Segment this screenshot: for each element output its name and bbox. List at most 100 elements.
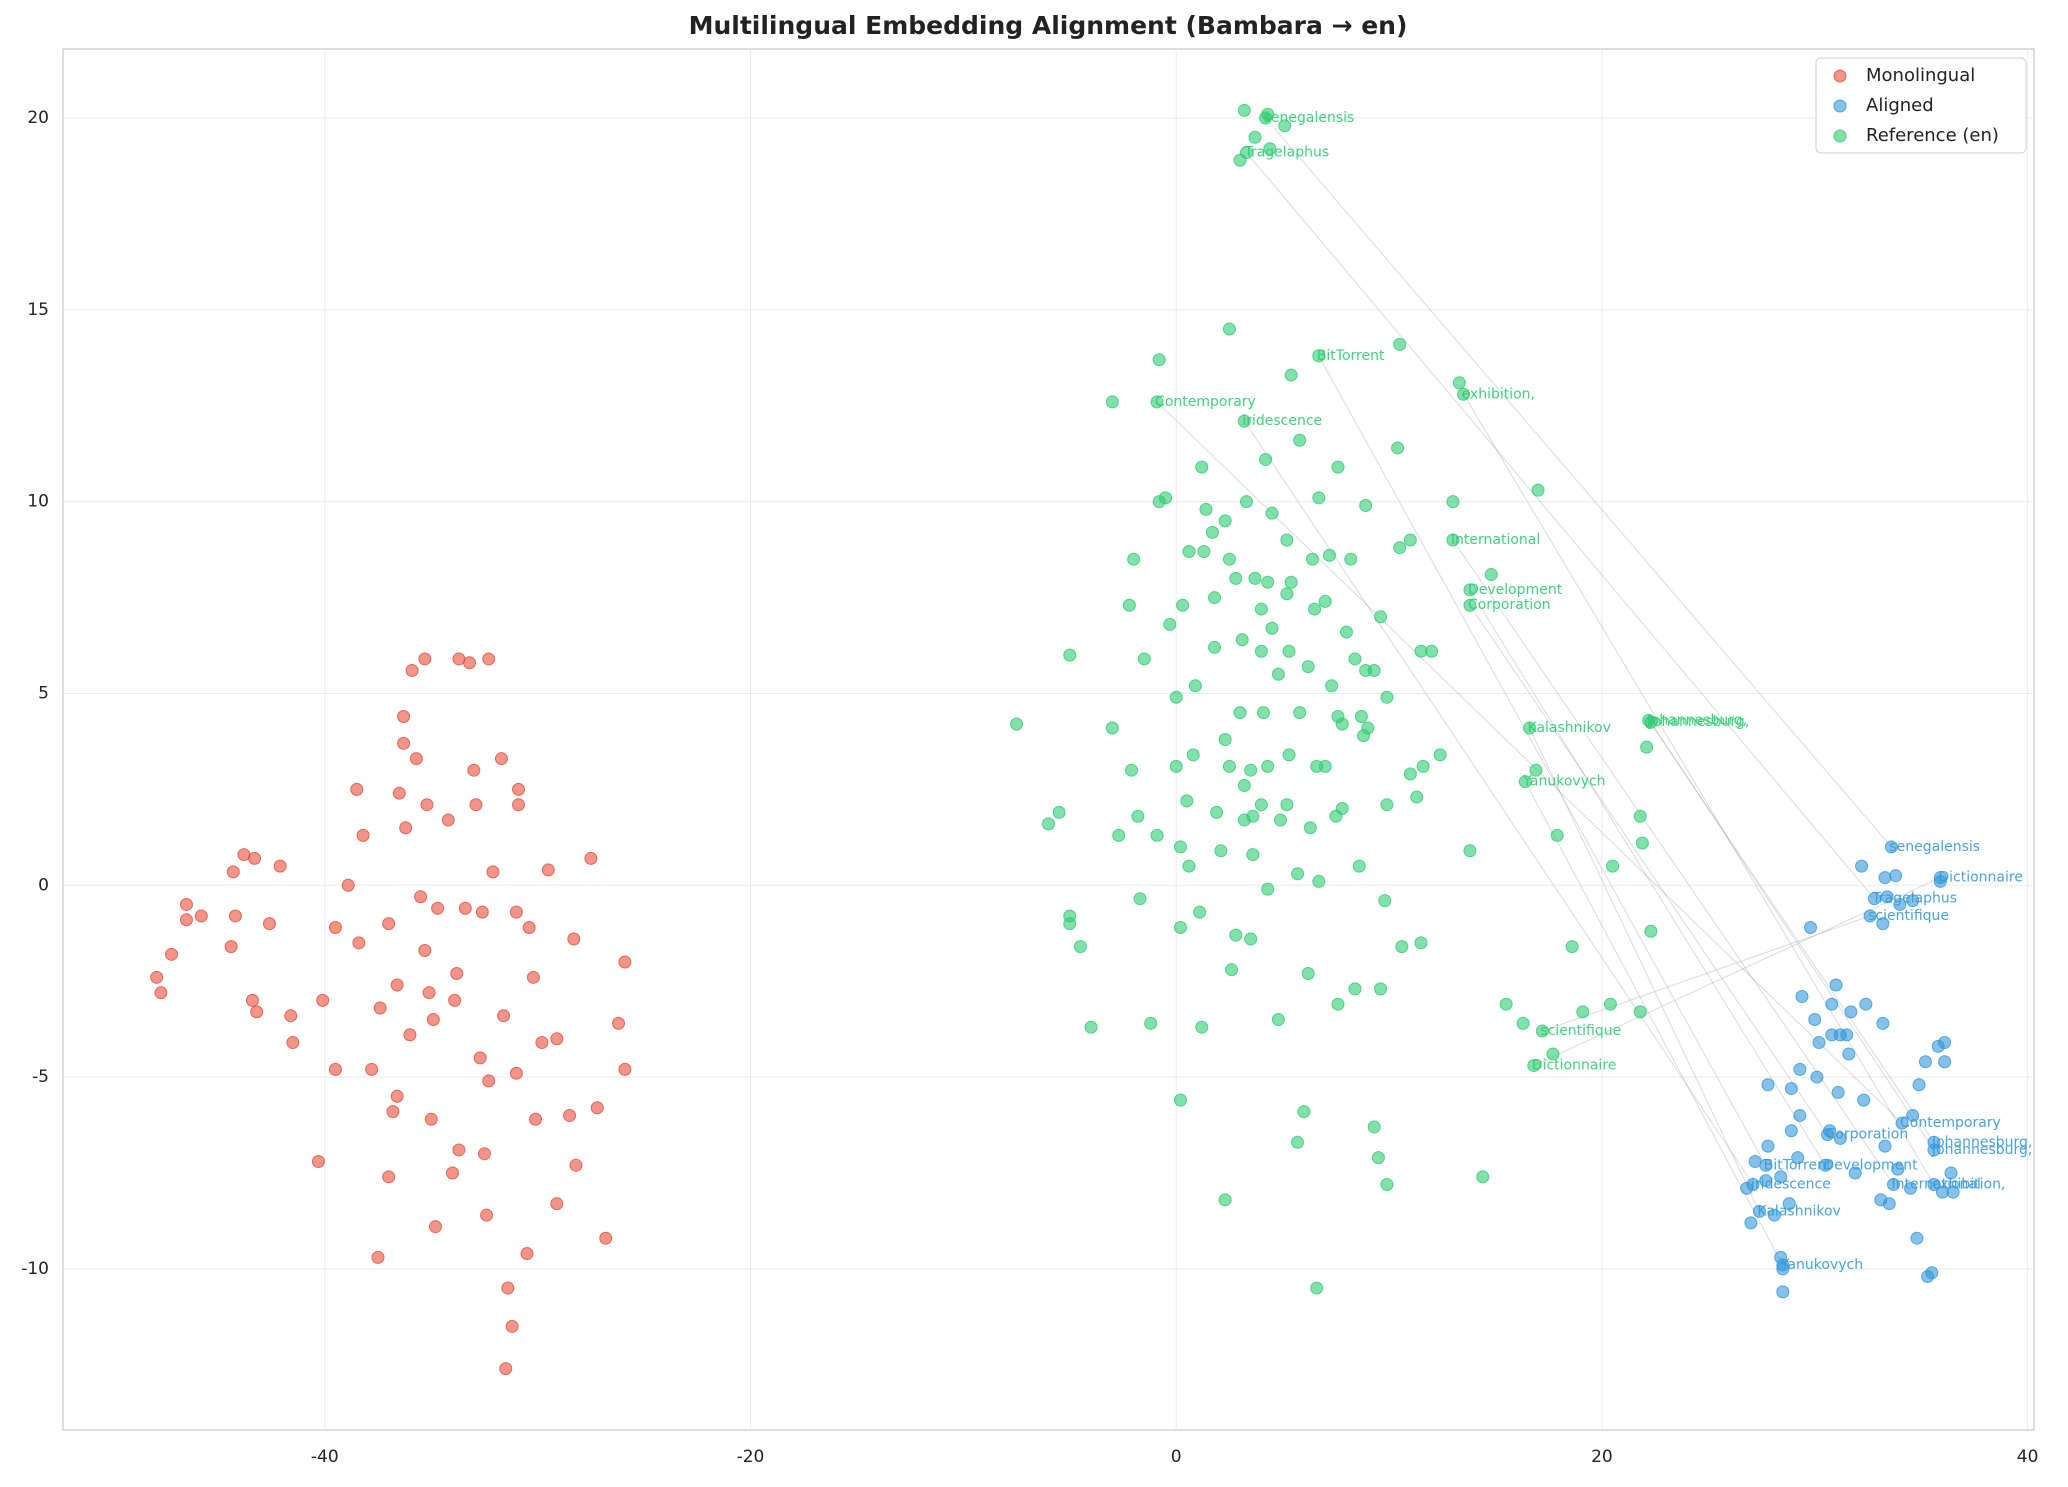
scatter-point — [1531, 483, 1545, 497]
scatter-point — [1761, 1078, 1775, 1092]
scatter-point — [1261, 575, 1275, 589]
reference-point — [1150, 395, 1164, 409]
scatter-point — [477, 1147, 491, 1161]
reference-point — [1644, 715, 1658, 729]
scatter-point — [1237, 103, 1251, 117]
scatter-point — [1229, 928, 1243, 942]
scatter-point — [1912, 1078, 1926, 1092]
scatter-point — [1265, 506, 1279, 520]
aligned-point — [1759, 1158, 1773, 1172]
scatter-point — [1891, 1162, 1905, 1176]
scatter-point — [1603, 997, 1617, 1011]
scatter-point — [1010, 717, 1024, 731]
scatter-point — [458, 901, 472, 915]
scatter-point — [1318, 759, 1332, 773]
alignment-line — [1243, 420, 1754, 1185]
reference-annotation: Johannesburg, — [1648, 714, 1749, 730]
scatter-point — [341, 878, 355, 892]
scatter-point — [505, 1319, 519, 1333]
scatter-point — [590, 1101, 604, 1115]
scatter-point — [1938, 1055, 1952, 1069]
reference-annotation: International — [1451, 532, 1540, 548]
aligned-point — [1927, 1143, 1941, 1157]
scatter-point — [1499, 997, 1513, 1011]
aligned-point — [1821, 1128, 1835, 1142]
aligned-annotation: exhibition, — [1932, 1176, 2005, 1192]
scatter-point — [316, 993, 330, 1007]
scatter-point — [1310, 1281, 1324, 1295]
scatter-point — [390, 978, 404, 992]
scatter-point — [1825, 997, 1839, 1011]
scatter-point — [1791, 1151, 1805, 1165]
scatter-point — [1782, 1197, 1796, 1211]
scatter-point — [405, 663, 419, 677]
scatter-point — [584, 851, 598, 865]
scatter-point — [1880, 890, 1894, 904]
scatter-point — [1073, 940, 1087, 954]
scatter-point — [1182, 859, 1196, 873]
scatter-point — [226, 865, 240, 879]
scatter-point — [1125, 763, 1139, 777]
aligned-annotation: International — [1892, 1176, 1981, 1192]
scatter-point — [1829, 978, 1843, 992]
scatter-point — [194, 909, 208, 923]
scatter-point — [1433, 748, 1447, 762]
scatter-point — [1235, 633, 1249, 647]
scatter-point — [480, 1208, 494, 1222]
scatter-point — [1804, 920, 1818, 934]
aligned-point — [1818, 1158, 1832, 1172]
scatter-point — [1188, 679, 1202, 693]
scatter-point — [273, 859, 287, 873]
scatter-point — [1793, 1062, 1807, 1076]
scatter-point — [550, 1197, 564, 1211]
scatter-point — [1744, 1216, 1758, 1230]
scatter-point — [1906, 894, 1920, 908]
scatter-point — [1318, 594, 1332, 608]
scatter-point — [1352, 859, 1366, 873]
scatter-point — [1565, 940, 1579, 954]
scatter-point — [1254, 602, 1268, 616]
alignment-line — [1463, 393, 1935, 1185]
alignment-line — [1156, 401, 1903, 1124]
x-tick-label: 20 — [1591, 1447, 1613, 1467]
scatter-point — [284, 1009, 298, 1023]
scatter-point — [1248, 130, 1262, 144]
scatter-point — [509, 905, 523, 919]
reference-point — [1239, 146, 1253, 160]
aligned-annotation: Tragelaphus — [1871, 891, 1957, 907]
scatter-point — [1380, 798, 1394, 812]
scatter-point — [1325, 679, 1339, 693]
scatter-point — [1380, 1177, 1394, 1191]
scatter-point — [409, 752, 423, 766]
reference-point — [1463, 583, 1477, 597]
scatter-point — [1144, 1016, 1158, 1030]
scatter-point — [1208, 640, 1222, 654]
scatter-point — [1550, 828, 1564, 842]
scatter-point — [618, 1062, 632, 1076]
y-tick-label: 20 — [27, 108, 49, 128]
aligned-annotation: scientifique — [1868, 908, 1949, 924]
scatter-point — [1855, 859, 1869, 873]
scatter-point — [1774, 1170, 1788, 1184]
reference-point — [1237, 414, 1251, 428]
alignment-line — [1533, 877, 1941, 1067]
scatter-point — [1793, 1108, 1807, 1122]
scatter-point — [1529, 763, 1543, 777]
scatter-point — [1944, 1166, 1958, 1180]
scatter-point — [1393, 541, 1407, 555]
x-tick-label: 40 — [2017, 1447, 2039, 1467]
scatter-point — [1921, 1270, 1935, 1284]
scatter-point — [563, 1108, 577, 1122]
reference-point — [1535, 1024, 1549, 1038]
scatter-point — [1131, 809, 1145, 823]
reference-point — [1523, 721, 1537, 735]
scatter-point — [463, 656, 477, 670]
scatter-point — [1391, 441, 1405, 455]
scatter-point — [1280, 587, 1294, 601]
scatter-point — [1244, 763, 1258, 777]
scatter-point — [1237, 779, 1251, 793]
aligned-annotation: Dictionnaire — [1938, 870, 2023, 886]
scatter-point — [1403, 767, 1417, 781]
scatter-point — [1137, 652, 1151, 666]
scatter-point — [1265, 621, 1279, 635]
